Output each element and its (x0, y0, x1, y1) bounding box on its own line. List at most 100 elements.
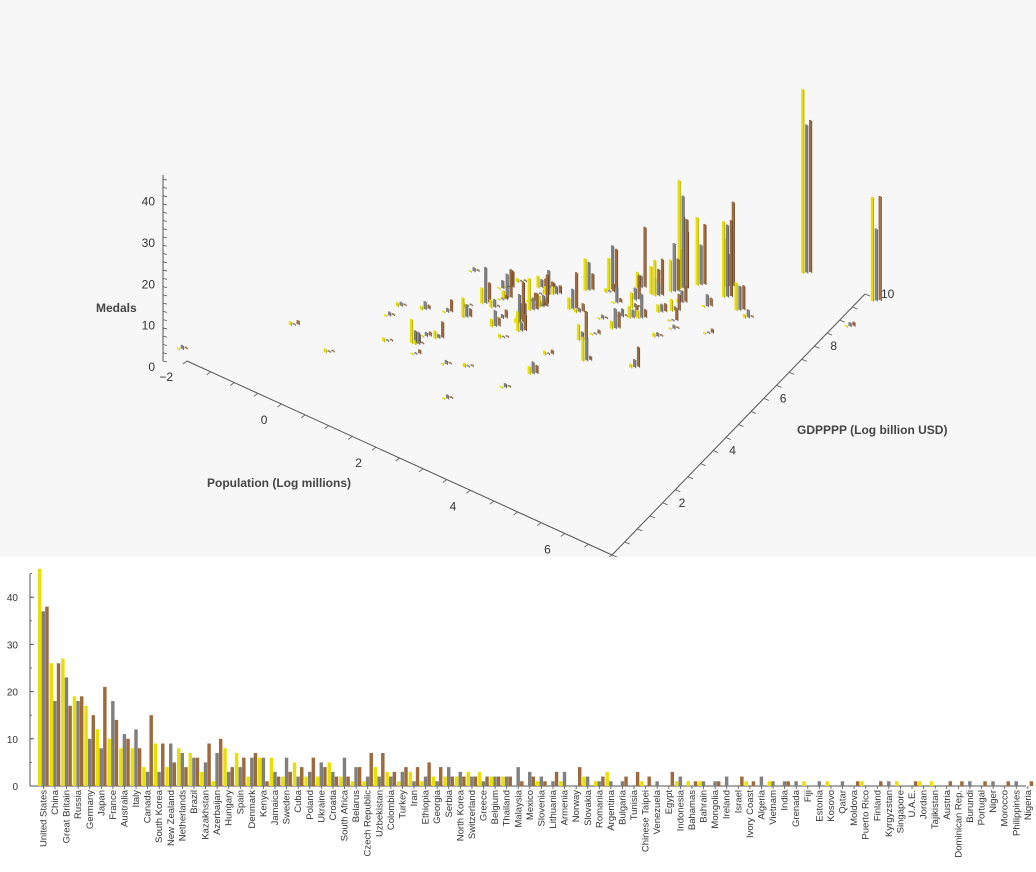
bar3d-side (658, 305, 660, 314)
country-label: Czech Republic (363, 790, 374, 857)
bar3d-side (803, 89, 805, 274)
medals-axis-label: Medals (96, 301, 137, 315)
country-label: Qatar (838, 790, 849, 814)
country-label: Malaysia (513, 789, 524, 827)
bar-kenya-0 (258, 757, 262, 786)
bar-serbia-0 (443, 776, 447, 786)
bar3d-north-korea-0 (527, 365, 530, 374)
bar3d-side (397, 303, 399, 308)
bar3d-qatar-0 (468, 270, 471, 272)
bar3d-side (553, 287, 555, 296)
population-minor-tick (466, 490, 471, 494)
country-label: India (780, 789, 791, 810)
bar-united-states-0 (38, 568, 42, 786)
bar3d-side (401, 302, 403, 307)
bar3d-side (467, 305, 469, 318)
bar-colombia-2 (392, 771, 397, 786)
bar3d-side (733, 202, 735, 287)
barchart-y-tick-label: 20 (7, 688, 19, 699)
bar3d-side (686, 286, 688, 303)
bar-greece-1 (481, 781, 486, 786)
bar3d-kyrgyzstan-1 (444, 359, 447, 364)
bar-japan-2 (103, 686, 107, 786)
gdp-minor-tick (776, 384, 782, 388)
bar3d-greece-1 (541, 302, 544, 307)
bar-singapore-0 (895, 781, 899, 786)
bar3d-side (583, 337, 585, 362)
bar-belgium-1 (493, 776, 497, 786)
bar3d-side (697, 217, 699, 286)
bar-sweden-0 (281, 776, 285, 786)
bar3d-side (499, 287, 501, 290)
bar-australia-0 (119, 748, 123, 786)
bar3d-side (748, 310, 750, 319)
country-label: Colombia (386, 789, 397, 830)
bar-germany-1 (87, 738, 92, 786)
bar3d-moldova-1 (414, 352, 417, 354)
gdp-minor-tick (801, 358, 807, 362)
bar3d-azerbaijan-0 (514, 318, 517, 323)
bar3d-denmark-1 (505, 273, 508, 298)
bar-vietnam-1 (771, 781, 775, 786)
bar3d-side (560, 286, 562, 295)
bar3d-jordan-0 (497, 333, 501, 338)
bar3d-jordan-1 (501, 335, 504, 338)
bar3d-colombia-1 (631, 309, 634, 318)
medal-minor-tick (162, 195, 168, 198)
country-label: Moldova (849, 789, 860, 826)
bar3d-thailand-2 (664, 303, 667, 312)
bar3d-france-1 (681, 215, 685, 288)
population-minor-tick (395, 457, 400, 462)
country-label: Mongolia (710, 789, 721, 828)
country-label: Hungary (224, 790, 235, 826)
bar3d-israel-0 (526, 300, 529, 302)
bar-australia-1 (122, 734, 127, 786)
population-minor-tick (253, 393, 259, 397)
population-minor-tick (300, 414, 306, 419)
bar-brazil-1 (192, 757, 196, 786)
country-label: Austria (942, 789, 953, 819)
bar-ethiopia-0 (420, 781, 424, 786)
bar3d-burundi-0 (442, 397, 445, 399)
medal-minor-tick (162, 253, 168, 255)
bar-morocco-2 (1006, 781, 1010, 786)
bar-canada-2 (149, 715, 153, 786)
bar-chinese-taipei-2 (647, 776, 651, 786)
bar3d-united-states-2 (808, 119, 812, 272)
bar3d-indonesia-2 (750, 315, 753, 317)
bar-bahamas-0 (686, 781, 690, 786)
bar-ivory-coast-2 (751, 781, 756, 786)
bar-turkey-1 (400, 771, 405, 786)
bar3d-morocco-2 (597, 329, 600, 334)
bar3d-side (412, 319, 414, 344)
bar3d-side (662, 335, 664, 337)
medal-minor-tick (162, 344, 168, 346)
bar-serbia-1 (446, 767, 451, 786)
bar3d-indonesia-1 (746, 309, 749, 318)
bar3d-side (595, 333, 597, 335)
country-label: Chinese Taipei (641, 790, 652, 852)
country-label: New Zealand (166, 790, 177, 846)
bar3d-mongolia-2 (428, 331, 431, 336)
bar3d-estonia-2 (391, 313, 395, 315)
bar3d-side (390, 312, 392, 317)
bar3d-south-africa-2 (643, 309, 647, 318)
bar3d-fiji-0 (323, 348, 326, 353)
bar3d-side (585, 259, 587, 292)
bar3d-argentina-2 (637, 305, 640, 307)
bar3d-south-korea-1 (657, 283, 660, 296)
bar3d-chinese-taipei-2 (611, 283, 615, 292)
bar3d-side (394, 314, 396, 316)
bar3d-side (444, 398, 446, 400)
bar-argentina-0 (605, 771, 609, 786)
bar-spain-0 (234, 752, 239, 786)
bar3d-side (450, 362, 452, 365)
bar-jamaica-2 (276, 776, 281, 786)
bar-qatar-1 (840, 781, 845, 786)
bar3d-side (503, 336, 505, 339)
bar3d-side (503, 291, 505, 300)
bar3d-side (502, 387, 504, 389)
bar3d-uzbekistan-2 (584, 310, 587, 339)
bar3d-serbia-1 (493, 310, 496, 327)
